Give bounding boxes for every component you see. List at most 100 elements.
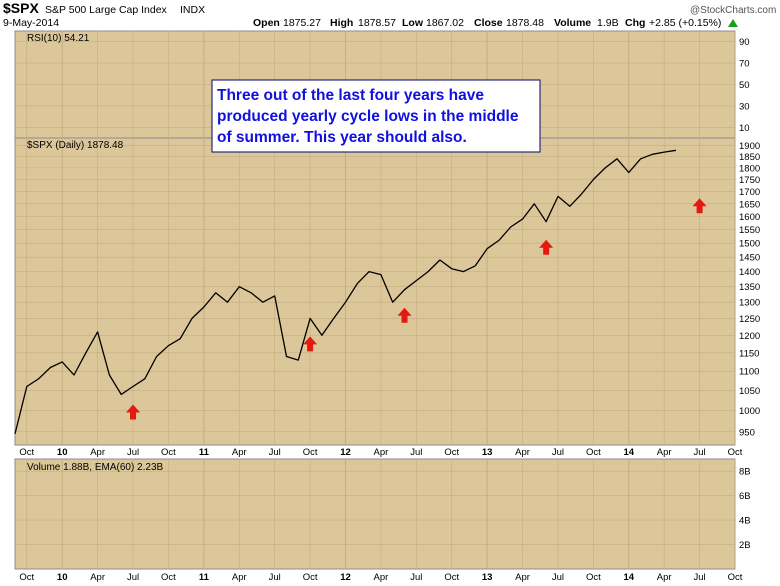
low-label: Low (402, 17, 424, 29)
price-x-tick: Oct (19, 447, 34, 458)
price-x-tick: 10 (57, 447, 68, 458)
annotation-line-2: produced yearly cycle lows in the middle (217, 108, 519, 125)
price-y-tick: 1550 (739, 225, 760, 236)
price-x-tick: Oct (586, 447, 601, 458)
price-y-tick: 1000 (739, 406, 760, 417)
volume-panel-label: Volume 1.88B, EMA(60) 2.23B (27, 462, 164, 473)
price-y-tick: 1700 (739, 187, 760, 198)
brand-label: @StockCharts.com (690, 5, 776, 16)
price-y-tick: 1200 (739, 331, 760, 342)
price-y-tick: 1100 (739, 367, 759, 378)
cycle-low-arrow (126, 404, 141, 420)
cycle-low-arrow (539, 239, 554, 255)
volume-x-tick: 11 (199, 572, 210, 583)
price-x-tick: Apr (90, 447, 105, 458)
volume-x-tick: Jul (694, 572, 706, 583)
price-x-axis: Oct 10 Apr Jul Oct 11 Apr Jul Oct 12 Apr Jul Oct 13 Ap… (19, 447, 742, 458)
price-y-tick: 1500 (739, 239, 760, 250)
chart-name: S&P 500 Large Cap Index (45, 4, 168, 16)
price-x-tick: Oct (161, 447, 176, 458)
volume-x-tick: Oct (728, 572, 743, 583)
open-label: Open (253, 17, 280, 29)
price-y-tick: 1350 (739, 282, 760, 293)
chart-date: 9-May-2014 (3, 17, 59, 29)
price-y-tick: 1600 (739, 212, 760, 223)
price-y-tick: 1800 (739, 163, 760, 174)
price-y-tick: 1250 (739, 314, 760, 325)
low-value: 1867.02 (426, 17, 464, 29)
volume-panel (14, 458, 736, 570)
chart-symbol: $SPX (3, 0, 39, 16)
price-x-tick: Jul (694, 447, 706, 458)
price-y-tick: 1300 (739, 298, 760, 309)
price-y-tick: 1750 (739, 175, 760, 186)
rsi-label: RSI(10) 54.21 (27, 33, 90, 44)
volume-x-tick: 14 (623, 572, 634, 583)
price-y-tick: 1450 (739, 253, 760, 264)
high-value: 1878.57 (358, 17, 396, 29)
volume-x-tick: Apr (232, 572, 247, 583)
price-x-tick: Apr (232, 447, 247, 458)
price-series (14, 149, 677, 435)
close-label: Close (474, 17, 503, 29)
volume-x-tick: Oct (19, 572, 34, 583)
price-x-tick: Apr (374, 447, 389, 458)
price-x-tick: 14 (623, 447, 634, 458)
price-x-tick: Jul (410, 447, 422, 458)
price-panel (14, 137, 736, 446)
volume-x-tick: Jul (552, 572, 564, 583)
rsi-y-tick: 30 (739, 101, 750, 112)
volume-x-axis: Oct 10 Apr Jul Oct 11 Apr Jul Oct 12 Apr Jul Oct 13 Ap… (19, 572, 742, 583)
annotation-line-3: of summer. This year should also. (217, 129, 467, 146)
volume-y-tick: 2B (739, 540, 751, 551)
price-y-tick: 1400 (739, 267, 760, 278)
annotation-box (211, 79, 541, 153)
cycle-low-arrow (692, 198, 707, 214)
volume-x-tick: Jul (269, 572, 281, 583)
cycle-low-arrow (397, 307, 412, 323)
volume-y-tick: 8B (739, 467, 751, 478)
volume-x-tick: 10 (57, 572, 68, 583)
rsi-y-tick: 10 (739, 123, 750, 134)
volume-y-tick: 4B (739, 516, 751, 527)
price-y-axis: 950 1000 1050 1100 1150 1200 1250 1300 1350 1400 1… (739, 141, 760, 438)
price-x-tick: Apr (515, 447, 530, 458)
volume-x-tick: 12 (340, 572, 351, 583)
volume-x-tick: Oct (586, 572, 601, 583)
price-x-tick: Jul (269, 447, 281, 458)
volume-x-tick: Jul (410, 572, 422, 583)
chart-exchange: INDX (180, 4, 205, 16)
volume-label: Volume (554, 17, 591, 29)
annotation-line-1: Three out of the last four years have (217, 87, 484, 104)
cycle-low-markers (126, 198, 707, 420)
spx-price-line (14, 149, 677, 435)
price-x-tick: 12 (340, 447, 351, 458)
price-x-tick: Oct (303, 447, 318, 458)
volume-x-tick: Oct (161, 572, 176, 583)
price-x-tick: 13 (482, 447, 493, 458)
price-x-tick: Oct (444, 447, 459, 458)
open-value: 1875.27 (283, 17, 321, 29)
price-y-tick: 1150 (739, 348, 759, 359)
chg-label: Chg (625, 17, 645, 29)
rsi-y-axis: 90 70 50 30 10 (739, 37, 750, 134)
high-label: High (330, 17, 353, 29)
price-x-tick: Jul (552, 447, 564, 458)
volume-x-tick: Jul (127, 572, 139, 583)
up-arrow-icon (728, 19, 738, 27)
close-value: 1878.48 (506, 17, 544, 29)
price-y-tick: 1050 (739, 386, 760, 397)
volume-x-tick: Apr (90, 572, 105, 583)
volume-x-tick: 13 (482, 572, 493, 583)
volume-x-tick: Oct (444, 572, 459, 583)
rsi-y-tick: 70 (739, 59, 750, 70)
volume-x-tick: Apr (374, 572, 389, 583)
volume-y-axis: 8B 6B 4B 2B (739, 467, 751, 551)
price-x-tick: Jul (127, 447, 139, 458)
price-y-tick: 950 (739, 427, 755, 438)
cycle-low-arrow (303, 336, 318, 352)
price-y-tick: 1650 (739, 199, 760, 210)
price-x-tick: Oct (728, 447, 743, 458)
rsi-y-tick: 90 (739, 37, 750, 48)
